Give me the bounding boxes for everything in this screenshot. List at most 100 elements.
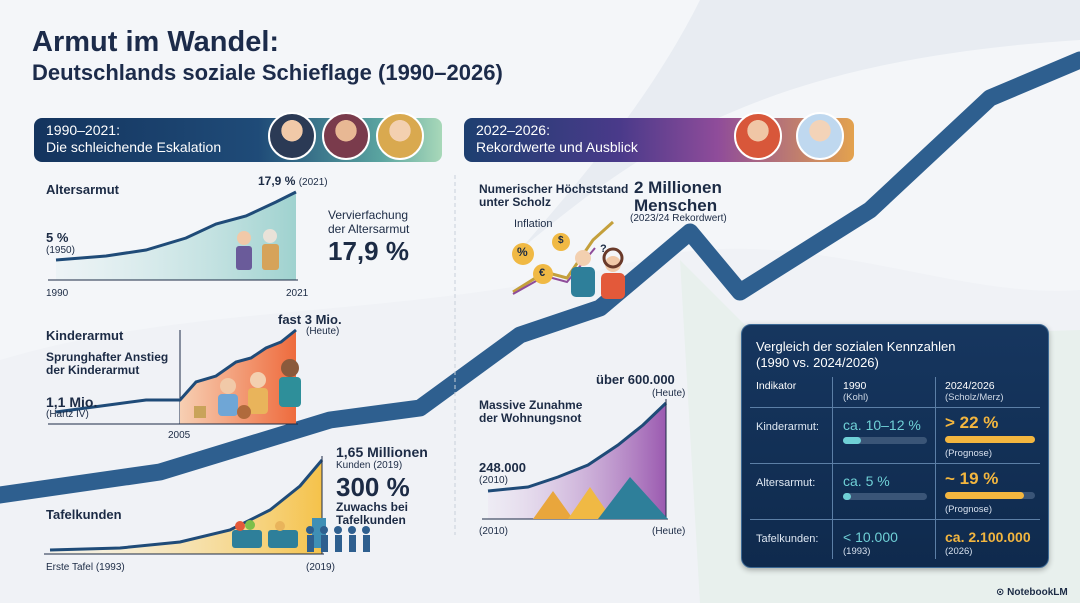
tent-icon xyxy=(568,487,612,519)
toy-blocks-icon xyxy=(194,406,206,418)
person-icon xyxy=(335,535,342,552)
euro-symbol: € xyxy=(539,267,546,279)
row-kinderarmut-note: (Prognose) xyxy=(945,448,992,459)
table-title-line1: Vergleich der sozialen Kennzahlen xyxy=(756,339,956,354)
row-kinderarmut-2026-fill xyxy=(945,436,1035,443)
table-header-1990-sub: (Kohl) xyxy=(843,392,869,403)
food-basket-icon xyxy=(268,530,298,548)
wohnung-x-start: (2010) xyxy=(479,526,508,537)
row-altersarmut-1990-fill xyxy=(843,493,852,500)
wohnung-chart xyxy=(482,399,668,520)
woman-hair xyxy=(602,247,624,269)
page-subtitle: Deutschlands soziale Schieflage (1990–20… xyxy=(32,60,503,85)
wohnung-end-value: über 600.000 xyxy=(596,372,675,387)
row-altersarmut-2026: ~ 19 % xyxy=(945,469,999,488)
percent-coin-icon xyxy=(512,243,534,265)
tafel-line xyxy=(49,459,324,552)
row-kinderarmut-2026: > 22 % xyxy=(945,413,999,432)
table-header-1990: 1990 xyxy=(843,380,867,392)
row-altersarmut-label: Altersarmut: xyxy=(756,477,816,489)
person-icon xyxy=(306,526,314,534)
person-icon xyxy=(362,526,370,534)
altersarmut-end-year: (2021) xyxy=(298,177,328,188)
tafel-chart xyxy=(44,456,326,555)
table-title-line2: (1990 vs. 2024/2026) xyxy=(756,355,879,370)
table-col-divider xyxy=(832,377,833,559)
altersarmut-start-value: 5 % xyxy=(46,230,69,245)
banner-left-line1: 1990–2021: xyxy=(46,122,120,138)
altersarmut-x-end: 2021 xyxy=(286,288,309,299)
dollar-symbol: $ xyxy=(558,235,564,246)
kinderarmut-x-mark: 2005 xyxy=(168,430,191,441)
altersarmut-start-year: (1950) xyxy=(46,245,75,256)
altersarmut-note-line2: der Altersarmut xyxy=(328,222,410,236)
row-kinderarmut-2026-bar xyxy=(945,436,1035,443)
altersarmut-end-value: 17,9 % (2021) xyxy=(258,174,328,188)
row-tafel-note: (2026) xyxy=(945,546,973,557)
tafel-big: 300 % xyxy=(336,472,410,502)
kinderarmut-chart xyxy=(48,328,301,425)
queue-people xyxy=(300,522,380,554)
table-divider xyxy=(750,519,1040,520)
question-symbol: ? xyxy=(600,243,607,255)
tafel-value-note: Kunden (2019) xyxy=(336,460,403,471)
row-kinderarmut-1990-fill xyxy=(843,437,862,444)
euro-coin-icon xyxy=(533,264,553,284)
wohnung-start-note: (2010) xyxy=(479,475,508,486)
elderly-man-body xyxy=(236,246,252,270)
banner-right-line1: 2022–2026: xyxy=(476,122,550,138)
table-divider xyxy=(750,407,1040,408)
food-basket-icon xyxy=(232,530,262,548)
avatar-merkel xyxy=(376,112,424,160)
altersarmut-line xyxy=(55,190,297,262)
worried-man-head xyxy=(575,250,591,266)
kinderarmut-label: Kinderarmut xyxy=(46,328,124,343)
person-icon xyxy=(334,526,342,534)
altersarmut-area xyxy=(56,192,296,280)
tafel-x-start: Erste Tafel (1993) xyxy=(46,562,125,573)
child-body xyxy=(279,377,301,407)
child-head xyxy=(281,359,299,377)
row-kinderarmut-1990-bar xyxy=(843,437,927,444)
tent-icon xyxy=(598,477,668,519)
tafel-x-end: (2019) xyxy=(306,562,335,573)
row-altersarmut-1990: ca. 5 % xyxy=(843,473,890,489)
person-icon xyxy=(349,535,356,552)
banner-left-line2: Die schleichende Eskalation xyxy=(46,139,222,155)
avatar-merz xyxy=(796,112,844,160)
tafel-sub-line1: Zuwachs bei xyxy=(336,500,409,514)
kinderarmut-sub-line2: der Kinderarmut xyxy=(46,363,140,377)
hoechststand-line2: unter Scholz xyxy=(479,195,552,209)
trend-line xyxy=(0,51,1080,504)
person-icon xyxy=(363,535,370,552)
person-icon xyxy=(307,535,314,552)
hoechststand-big-line1: 2 Millionen xyxy=(634,178,722,197)
row-kinderarmut-label: Kinderarmut: xyxy=(756,421,819,433)
percent-symbol: % xyxy=(517,245,528,259)
row-tafel-2026: ca. 2.100.000 xyxy=(945,529,1031,545)
row-altersarmut-note: (Prognose) xyxy=(945,504,992,515)
inflation-illustration xyxy=(512,220,625,299)
kinderarmut-sub-line1: Sprunghafter Anstieg xyxy=(46,350,169,364)
table-header-indicator: Indikator xyxy=(756,380,797,392)
table-header-2026: 2024/2026 xyxy=(945,380,995,392)
altersarmut-chart xyxy=(48,190,298,281)
altersarmut-x-start: 1990 xyxy=(46,288,69,299)
wohnung-label-line1: Massive Zunahme xyxy=(479,398,583,412)
kinderarmut-end-value: fast 3 Mio. xyxy=(278,312,342,327)
wohnung-end-note: (Heute) xyxy=(652,388,686,399)
kinderarmut-start-note: (Hartz IV) xyxy=(46,409,89,420)
row-tafel-1990-note: (1993) xyxy=(843,546,871,557)
avatar-kohl xyxy=(268,112,316,160)
notebooklm-icon: ⊙ xyxy=(996,587,1005,598)
row-tafel-1990: < 10.000 xyxy=(843,529,898,545)
teddy-bear-icon xyxy=(237,405,251,419)
worried-woman-body xyxy=(601,273,625,299)
brand-name: NotebookLM xyxy=(1007,587,1068,598)
elderly-woman-head xyxy=(263,229,277,243)
altersarmut-note-line1: Vervierfachung xyxy=(328,208,409,222)
worried-woman-head xyxy=(605,256,621,272)
wohnung-start-value: 248.000 xyxy=(479,460,526,475)
row-altersarmut-2026-bar xyxy=(945,492,1035,499)
tafel-sub-line2: Tafelkunden xyxy=(336,513,406,527)
